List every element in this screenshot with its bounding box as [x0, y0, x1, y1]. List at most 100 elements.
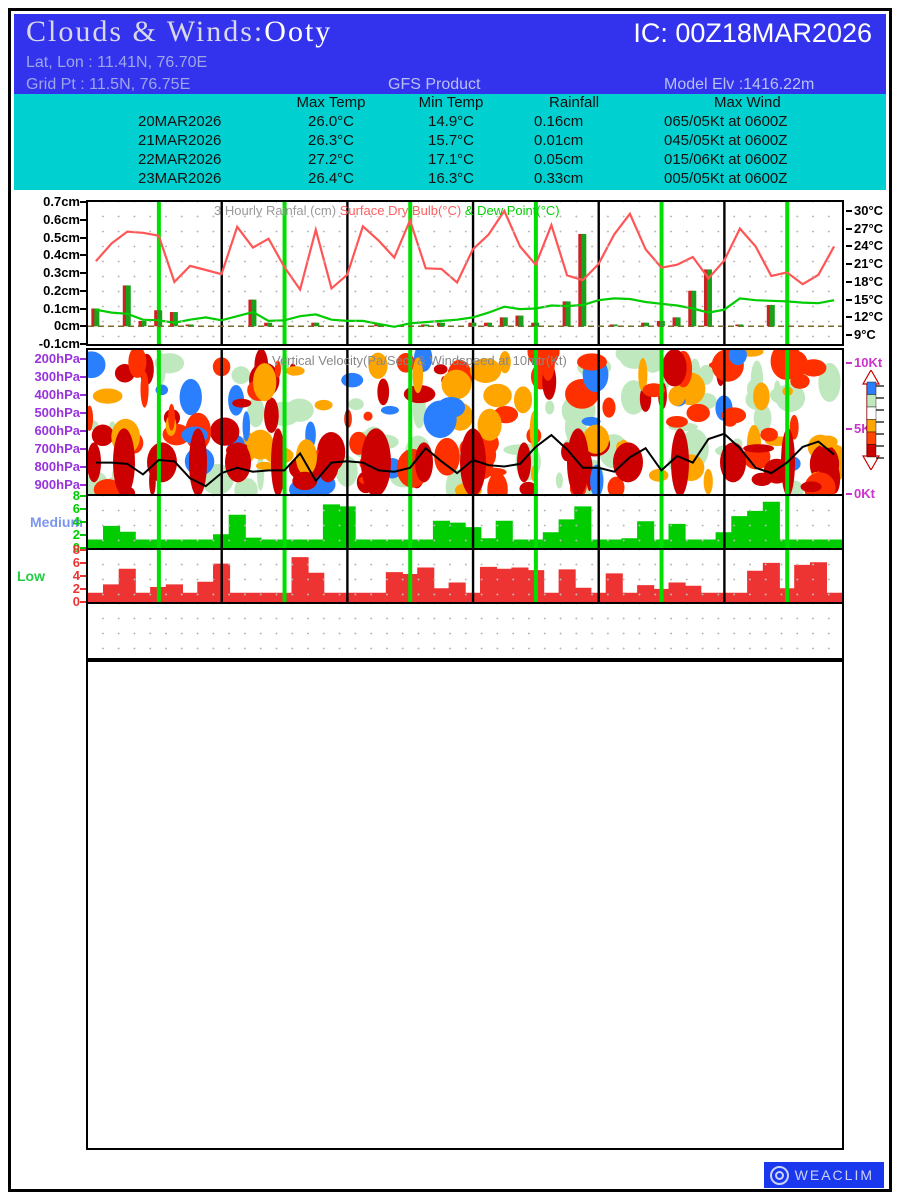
cell-date: 20MAR2026: [138, 113, 222, 130]
meteogram-chart-stack: 0.7cm 0.6cm 0.5cm 0.4cm 0.3cm 0.2cm 0.1cm 0cm -0…: [14, 190, 886, 1150]
panel1-dot-grid: [88, 202, 842, 344]
panel2-ytick-left: 500hPa: [34, 405, 80, 420]
cell-max-temp: 26.0°C: [307, 113, 355, 130]
cloud-ytick: 0: [72, 540, 80, 555]
high-cloud-plot: [86, 494, 844, 550]
panel1-title-part: 3 Hourly Rainfal (cm): [214, 203, 340, 218]
panel1-tick: [80, 236, 86, 239]
panel1-ytick-left: -0.1cm: [38, 336, 80, 351]
header-banner: Clouds & Winds:Ooty IC: 00Z18MAR2026 Lat…: [14, 14, 886, 94]
cloud-tick: [80, 508, 86, 510]
panel1-tick: [846, 227, 852, 230]
panel2-ytick-right: 0Kt: [854, 486, 875, 501]
cell-max-wind: 065/05Kt at 0600Z: [664, 113, 788, 130]
panel2-ytick-left: 700hPa: [34, 441, 80, 456]
high-cloud-dot-grid: [88, 496, 842, 548]
panel1-ytick-left: 0.4cm: [43, 247, 80, 263]
cell-max-wind: 005/05Kt at 0600Z: [664, 170, 788, 187]
product-label: GFS Product: [388, 76, 481, 93]
panel1-tick: [846, 245, 852, 248]
col-header-rainfall: Rainfall: [549, 94, 600, 111]
table-row: 20MAR2026 26.0°C 14.9°C 0.16cm 065/05Kt …: [14, 113, 886, 132]
panel2-svg: [88, 350, 842, 494]
logo-text: WEACLIM: [794, 1167, 874, 1183]
panel2-tick: [846, 493, 852, 495]
page-title: Clouds & Winds:Ooty: [26, 15, 332, 49]
panel1-tick: [846, 280, 852, 283]
panel2-tick: [80, 448, 86, 450]
panel1-ytick-right: 30°C: [854, 202, 884, 218]
copyright-icon: [769, 1165, 789, 1185]
cloud-ytick: 8: [72, 488, 80, 503]
panel2-tick: [80, 412, 86, 414]
panel1-ytick-left: 0cm: [53, 318, 80, 334]
panel1-tick: [846, 263, 852, 266]
panel2-tick: [80, 466, 86, 468]
panel1-plot: [86, 200, 844, 346]
cell-min-temp: 14.9°C: [427, 113, 475, 130]
high-cloud-label: Medium: [30, 514, 83, 530]
panel2-tick: [80, 484, 86, 486]
vertical-velocity-colorbar: [861, 370, 884, 470]
panel1-ytick-left: 0.3cm: [43, 265, 80, 280]
daily-summary-table: Max Temp Min Temp Rainfall Max Wind 20MA…: [14, 94, 886, 190]
cloud-tick: [80, 588, 86, 590]
upper-winds-plot: [86, 660, 844, 1150]
panel1-ytick-right: 12°C: [854, 309, 884, 325]
medium-cloud-label: Low: [17, 568, 45, 584]
upper-winds-svg: [88, 662, 842, 1148]
panel1-ytick-left: 0.2cm: [43, 282, 80, 298]
low-cloud-plot: [86, 602, 844, 660]
low-cloud-panel: [14, 602, 886, 660]
medium-cloud-dot-grid: [88, 550, 842, 602]
cloud-ytick: 4: [72, 514, 80, 529]
panel2-tick: [80, 376, 86, 378]
summary-header-row: Max Temp Min Temp Rainfall Max Wind: [14, 94, 886, 113]
panel2-ytick-left: 900hPa: [34, 477, 80, 492]
col-header-max-temp: Max Temp: [296, 94, 366, 111]
panel1-title-part: & Dew Point(°C): [464, 203, 560, 218]
panel1-ytick-left: 0.1cm: [43, 300, 80, 316]
cloud-ytick: 6: [72, 555, 80, 570]
cloud-ytick: 2: [72, 581, 80, 596]
cloud-ytick: 2: [72, 527, 80, 542]
panel2-ytick-right: 10Kt: [854, 355, 883, 371]
panel2-tick: [80, 358, 86, 360]
medium-cloud-plot: [86, 548, 844, 604]
cloud-ytick: 4: [72, 568, 80, 583]
table-row: 23MAR2026 26.4°C 16.3°C 0.33cm 005/05Kt …: [14, 170, 886, 189]
panel1-tick: [80, 325, 86, 328]
cell-max-temp: 26.4°C: [307, 170, 355, 187]
cloud-ytick: 8: [72, 542, 80, 557]
cell-date: 21MAR2026: [138, 132, 222, 149]
panel2-tick: [80, 394, 86, 396]
col-header-max-wind: Max Wind: [714, 94, 781, 111]
panel1-tick: [80, 201, 86, 203]
cell-min-temp: 16.3°C: [427, 170, 475, 187]
panel1-tick: [846, 316, 852, 319]
panel2-tick: [846, 427, 852, 430]
col-header-min-temp: Min Temp: [418, 94, 484, 111]
cloud-tick: [80, 495, 86, 497]
rainfall-temp-panel: 0.7cm 0.6cm 0.5cm 0.4cm 0.3cm 0.2cm 0.1cm 0cm -0…: [14, 190, 886, 351]
panel1-tick: [80, 254, 86, 257]
init-condition: IC: 00Z18MAR2026: [633, 18, 872, 48]
panel1-title-part: Surface Dry Bulb(°C): [339, 203, 465, 218]
cloud-tick: [80, 562, 86, 564]
panel1-tick: [80, 343, 86, 345]
upper-winds-rh-panel: [14, 660, 886, 1150]
panel1-ytick-left: 0.7cm: [43, 194, 80, 209]
panel1-tick: [846, 209, 852, 212]
panel2-tick: [80, 430, 86, 432]
cloud-tick: [80, 549, 86, 551]
date-axis: [14, 1136, 886, 1182]
model-elevation-label: Model Elv :1416.22m: [664, 76, 815, 93]
low-cloud-dot-grid: [88, 604, 842, 658]
panel1-ytick-right: 18°C: [854, 273, 884, 289]
lat-lon-text: Lat, Lon : 11.41N, 76.70E: [26, 54, 208, 71]
panel2-ytick-left: 400hPa: [34, 387, 80, 402]
panel2-ytick-left: 200hPa: [34, 351, 80, 366]
